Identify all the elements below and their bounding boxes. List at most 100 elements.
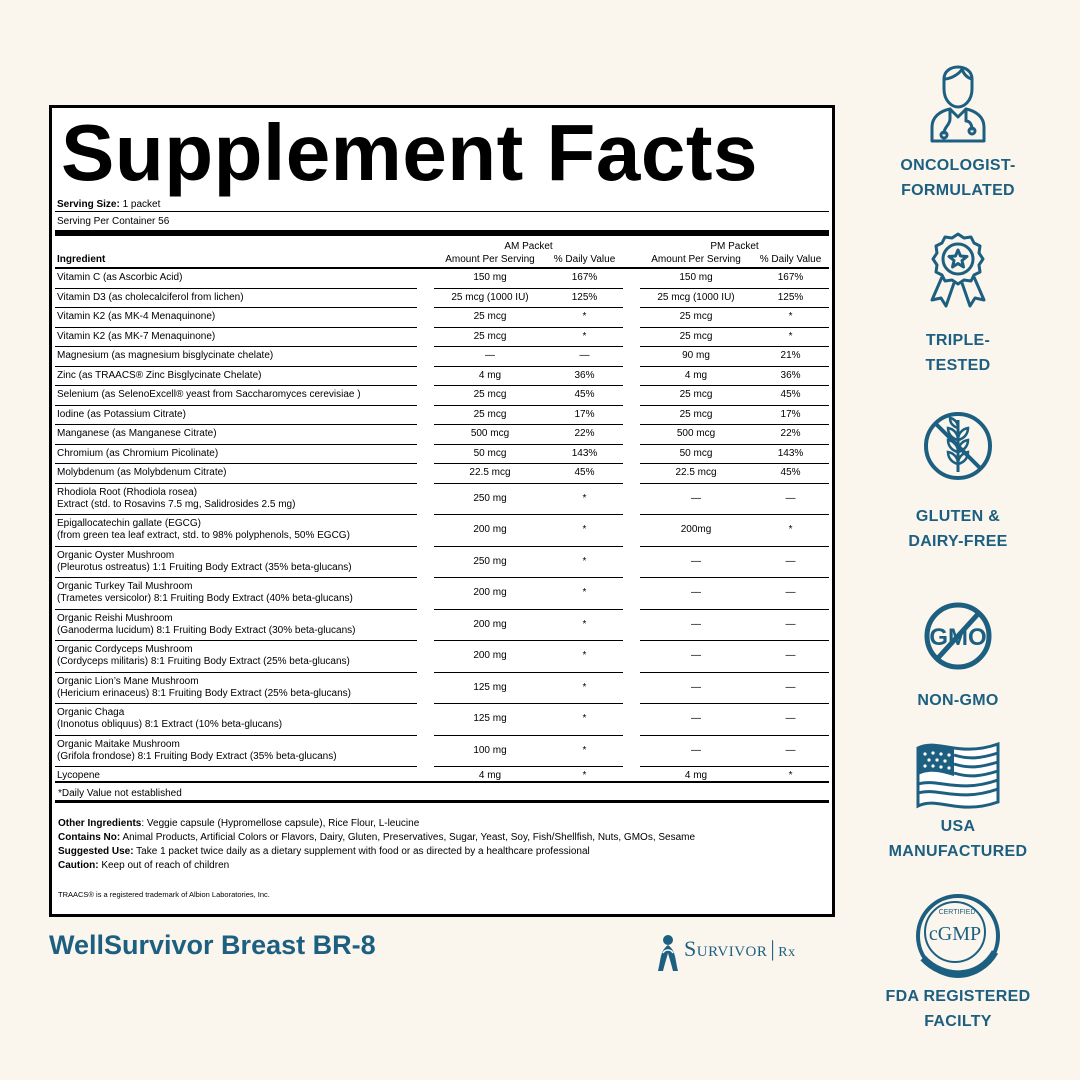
- ingredient-name: Manganese (as Manganese Citrate): [57, 428, 217, 440]
- ingredient-name: Selenium (as SelenoExcell® yeast from Sa…: [57, 389, 361, 401]
- pm-amount: 25 mcg (1000 IU): [640, 288, 753, 308]
- am-amount: 500 mcg: [434, 424, 546, 445]
- ingredient-cell: Iodine (as Potassium Citrate): [55, 405, 417, 425]
- pm-daily-value: *: [752, 307, 830, 328]
- ingredient-row: Vitamin C (as Ascorbic Acid) 150 mg 167% 15…: [55, 268, 830, 289]
- ingredient-cell: Rhodiola Root (Rhodiola rosea) Extract (s…: [55, 483, 417, 515]
- am-amount: 200 mg: [434, 577, 546, 610]
- pm-amount: 4 mg: [684, 770, 708, 782]
- pm-daily-value: 45%: [752, 463, 830, 484]
- am-amount: 250 mg: [434, 546, 546, 578]
- doctor-icon: [930, 65, 986, 143]
- am-amount: 200 mg: [434, 514, 546, 547]
- ingredient-cell: Zinc (as TRAACS® Zinc Bisglycinate Chela…: [55, 366, 417, 386]
- am-daily-value: —: [546, 346, 624, 367]
- ingredient-row: Organic Reishi Mushroom (Ganoderma lucidu…: [55, 609, 830, 641]
- pm-dv-header: % Daily Value: [752, 253, 830, 269]
- am-daily-value: *: [546, 483, 624, 515]
- ingredient-detail: (Hericium erinaceus) 8:1 Fruiting Body E…: [57, 687, 352, 699]
- ingredient-row: Vitamin K2 (as MK-7 Menaquinone) 25 mcg * 2…: [55, 327, 830, 347]
- ingredient-row: Organic Cordyceps Mushroom (Cordyceps mil…: [55, 640, 830, 673]
- ingredient-name: Chromium (as Chromium Picolinate): [57, 447, 219, 459]
- thick-divider: [55, 230, 829, 236]
- ingredient-row: Zinc (as TRAACS® Zinc Bisglycinate Chela…: [55, 366, 830, 386]
- pm-amount: 22.5 mcg: [640, 463, 753, 484]
- am-amount: 25 mcg: [434, 307, 546, 328]
- pm-packet-header: PM Packet: [710, 240, 759, 252]
- ingredient-name: Zinc (as TRAACS® Zinc Bisglycinate Chela…: [57, 369, 262, 381]
- am-daily-value: 22%: [546, 424, 624, 445]
- ingredient-name: Organic Reishi Mushroom: [57, 612, 173, 624]
- divider: [55, 211, 829, 212]
- pm-amount: —: [640, 546, 753, 578]
- ingredient-name: Lycopene: [57, 770, 100, 782]
- serving-size: Serving Size: 1 packet: [57, 199, 161, 210]
- supplement-facts-label: Supplement Facts Serving Size: 1 packet …: [49, 105, 835, 917]
- am-daily-value: *: [546, 546, 624, 578]
- am-dv-header: % Daily Value: [546, 253, 624, 269]
- trademark-note: TRAACS® is a registered trademark of Alb…: [58, 890, 270, 899]
- am-daily-value: *: [546, 703, 624, 736]
- badge-line1: GLUTEN &: [915, 508, 1001, 525]
- am-amount: 200 mg: [434, 640, 546, 673]
- badge-line2: TESTED: [925, 357, 991, 374]
- ingredient-cell: Molybdenum (as Molybdenum Citrate): [55, 463, 417, 484]
- other-info: Other Ingredients: Veggie capsule (Hypro…: [58, 818, 696, 871]
- ingredient-row: Organic Chaga (Inonotus obliquus) 8:1 Ext…: [55, 703, 830, 736]
- am-amount: 150 mg: [434, 268, 546, 289]
- badge-line2: MANUFACTURED: [888, 843, 1028, 860]
- ingredient-name: Organic Chaga: [57, 707, 125, 719]
- pm-amount: 200mg: [640, 514, 753, 547]
- pm-amount: 25 mcg: [640, 385, 753, 406]
- ingredient-row: Vitamin D3 (as cholecalciferol from lich…: [55, 288, 830, 308]
- pm-daily-value: —: [752, 609, 830, 641]
- pm-daily-value: —: [752, 577, 830, 610]
- ingredient-name: Iodine (as Potassium Citrate): [57, 408, 186, 420]
- pm-amount: 90 mg: [640, 346, 753, 367]
- pm-amount: —: [640, 703, 753, 736]
- brand-logo: Survivor | Rx: [655, 933, 845, 973]
- badge-usa: USA MANUFACTURED: [880, 740, 1036, 864]
- pm-amount: —: [640, 735, 753, 767]
- am-daily-value: 17%: [546, 405, 624, 425]
- pm-amount: 25 mcg: [640, 327, 753, 347]
- am-daily-value: *: [546, 514, 624, 547]
- ingredient-detail: (Inonotus obliquus) 8:1 Extract (10% bet…: [57, 719, 283, 731]
- ingredient-cell: Epigallocatechin gallate (EGCG) (from gre…: [55, 514, 417, 547]
- am-daily-value: 45%: [546, 385, 624, 406]
- ingredient-name: Molybdenum (as Molybdenum Citrate): [57, 467, 227, 479]
- ingredient-row: Organic Maitake Mushroom (Grifola frondos…: [55, 735, 830, 767]
- am-amount: 100 mg: [434, 735, 546, 767]
- ingredient-name: Organic Maitake Mushroom: [57, 738, 180, 750]
- pm-daily-value: —: [752, 546, 830, 578]
- pm-daily-value: 167%: [752, 268, 830, 289]
- cgmp-text: cGMP: [929, 923, 981, 945]
- am-daily-value: 143%: [546, 444, 624, 464]
- am-daily-value: *: [546, 609, 624, 641]
- ingredient-name: Organic Lion’s Mane Mushroom: [57, 675, 199, 687]
- ingredient-cell: Vitamin K2 (as MK-4 Menaquinone): [55, 307, 417, 328]
- badge-non-gmo: GMO NON-GMO: [880, 590, 1036, 713]
- am-amount: 22.5 mcg: [434, 463, 546, 484]
- ingredient-cell: Organic Oyster Mushroom (Pleurotus ostrea…: [55, 546, 417, 578]
- am-daily-value: *: [582, 770, 587, 782]
- product-name: WellSurvivor Breast BR-8: [49, 930, 376, 960]
- badge-line1: ONCOLOGIST-: [900, 157, 1016, 174]
- us-flag-icon: [916, 741, 1000, 809]
- am-daily-value: *: [546, 735, 624, 767]
- ingredient-name: Vitamin K2 (as MK-4 Menaquinone): [57, 311, 216, 323]
- ingredient-detail: (from green tea leaf extract, std. to 98…: [57, 530, 350, 542]
- pm-daily-value: —: [752, 640, 830, 673]
- pm-daily-value: 45%: [752, 385, 830, 406]
- ingredient-detail: (Grifola frondose) 8:1 Fruiting Body Ext…: [57, 750, 337, 762]
- am-amount: 25 mcg (1000 IU): [434, 288, 546, 308]
- pm-daily-value: —: [752, 483, 830, 515]
- ingredient-row: Organic Turkey Tail Mushroom (Trametes ve…: [55, 577, 830, 610]
- am-amount: —: [434, 346, 546, 367]
- pm-amount: —: [640, 483, 753, 515]
- pm-amount: 50 mcg: [640, 444, 753, 464]
- badge-oncologist: ONCOLOGIST- FORMULATED: [880, 55, 1036, 203]
- ingredient-row: Lycopene 4 mg * 4 mg *: [55, 767, 829, 786]
- am-amount: 25 mcg: [434, 405, 546, 425]
- am-daily-value: *: [546, 577, 624, 610]
